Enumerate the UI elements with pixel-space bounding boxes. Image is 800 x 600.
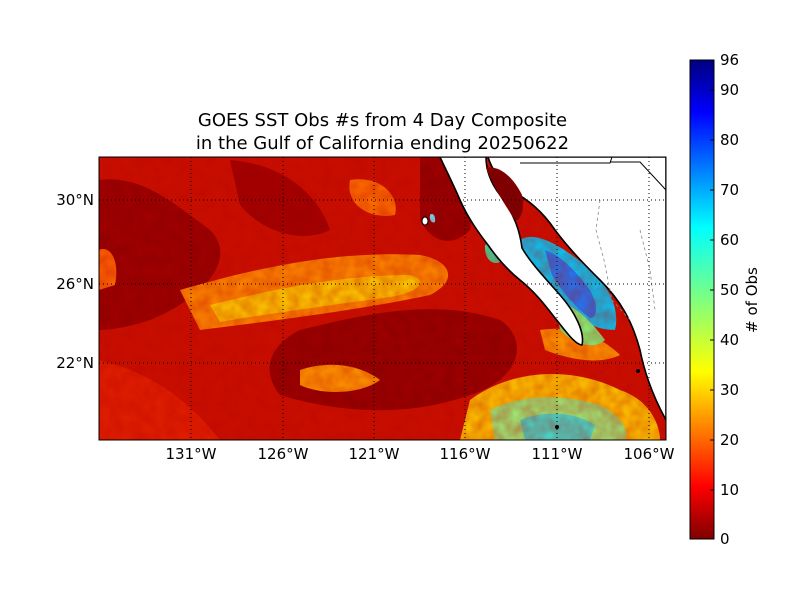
colorbar-tick-10: 10 xyxy=(720,481,740,499)
colorbar-tick-80: 80 xyxy=(720,131,740,149)
lon-label-121w: 121°W xyxy=(348,445,400,463)
colorbar-tick-60: 60 xyxy=(720,231,740,249)
lon-label-126w: 126°W xyxy=(257,445,309,463)
graticule xyxy=(99,157,666,440)
colorbar-tick-30: 30 xyxy=(720,381,740,399)
colorbar xyxy=(689,59,715,540)
colorbar-tick-50: 50 xyxy=(720,281,740,299)
colorbar-tick-20: 20 xyxy=(720,431,740,449)
map-frame xyxy=(98,156,667,441)
lon-label-131w: 131°W xyxy=(165,445,217,463)
colorbar-title: # of Obs xyxy=(743,267,761,333)
colorbar-tick-40: 40 xyxy=(720,331,740,349)
colorbar-tick-0: 0 xyxy=(720,530,730,548)
map-title-line-1: GOES SST Obs #s from 4 Day Composite xyxy=(197,110,568,131)
colorbar-tick-90: 90 xyxy=(720,81,740,99)
lat-label-22n: 22°N xyxy=(56,354,94,372)
lon-label-116w: 116°W xyxy=(439,445,491,463)
colorbar-tick-96: 96 xyxy=(720,51,740,69)
colorbar-tick-70: 70 xyxy=(720,181,740,199)
lon-label-106w: 106°W xyxy=(623,445,675,463)
lon-label-111w: 111°W xyxy=(531,445,583,463)
map-title-line-2: in the Gulf of California ending 2025062… xyxy=(195,133,570,154)
colorbar-ticks xyxy=(710,59,714,540)
lat-label-30n: 30°N xyxy=(56,191,94,209)
lat-label-26n: 26°N xyxy=(56,275,94,293)
sst-obs-field xyxy=(99,157,666,440)
